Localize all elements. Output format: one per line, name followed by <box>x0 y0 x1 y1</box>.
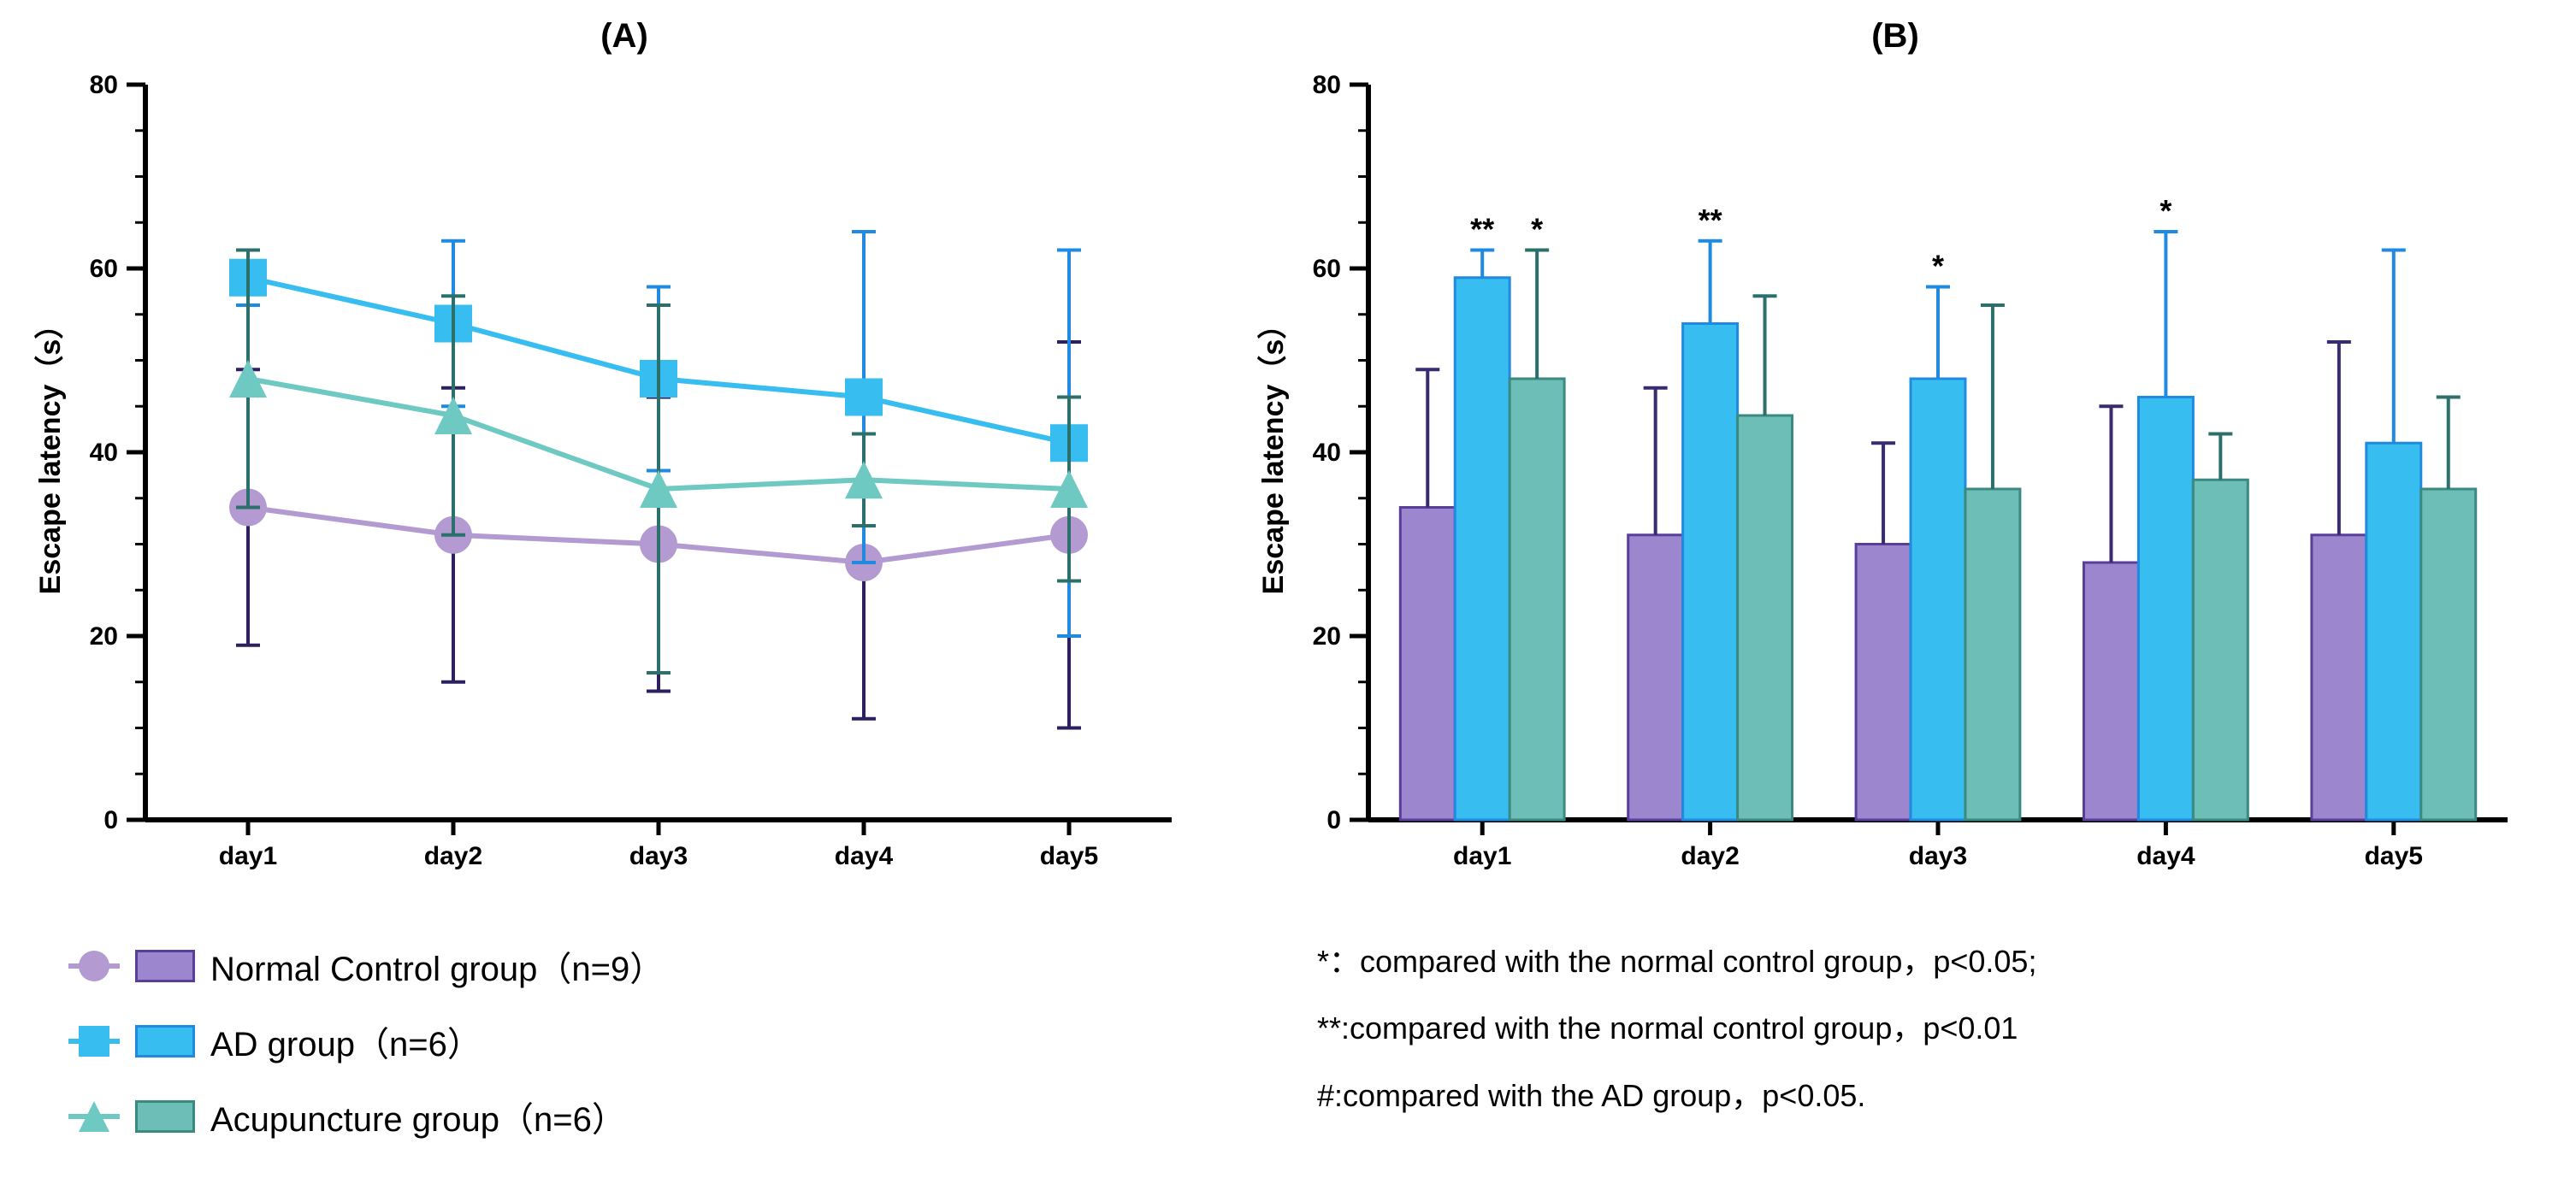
svg-text:*: * <box>2159 193 2171 228</box>
legend-swatch <box>135 1100 195 1133</box>
svg-text:**: ** <box>1470 212 1494 247</box>
square-icon <box>68 1016 120 1067</box>
svg-text:day1: day1 <box>1453 842 1511 870</box>
legend-label: AD group（n=6） <box>210 1016 482 1066</box>
line-chart: 0 20 40 60 80 day1 day2 day3 day4 day5 Escape late… <box>17 59 1232 898</box>
svg-text:day5: day5 <box>1040 842 1098 870</box>
svg-text:40: 40 <box>1313 439 1341 467</box>
legend-label: Normal Control group（n=9） <box>210 941 664 991</box>
legend-item: AD group（n=6） <box>68 1016 1232 1067</box>
svg-text:*: * <box>1531 212 1543 247</box>
panel-a: (A) 0 20 40 60 80 day1 day2 day3 day4 day5 Escape … <box>17 17 1232 898</box>
svg-text:day4: day4 <box>835 842 894 870</box>
triangle-icon <box>68 1091 120 1142</box>
legend-row: Normal Control group（n=9） AD group（n=6） Ac… <box>17 940 2559 1163</box>
svg-text:day1: day1 <box>219 842 277 870</box>
legend-item: Acupuncture group（n=6） <box>68 1091 1232 1142</box>
svg-text:60: 60 <box>1313 255 1341 283</box>
svg-text:day4: day4 <box>2136 842 2195 870</box>
svg-text:0: 0 <box>1326 806 1341 834</box>
figure: (A) 0 20 40 60 80 day1 day2 day3 day4 day5 Escape … <box>17 17 2559 1179</box>
legend-item: Normal Control group（n=9） <box>68 940 1232 992</box>
svg-text:80: 80 <box>90 71 118 99</box>
legend-notes: *：compared with the normal control group… <box>1317 940 2514 1163</box>
svg-text:20: 20 <box>1313 622 1341 651</box>
legend-groups: Normal Control group（n=9） AD group（n=6） Ac… <box>68 940 1232 1163</box>
svg-text:day2: day2 <box>424 842 482 870</box>
legend-label: Acupuncture group（n=6） <box>210 1092 626 1141</box>
legend-note: **:compared with the normal control grou… <box>1317 1007 2514 1050</box>
svg-text:*: * <box>1932 249 1944 284</box>
legend-note: *：compared with the normal control group… <box>1317 940 2514 983</box>
svg-text:day5: day5 <box>2365 842 2423 870</box>
circle-icon <box>68 940 120 992</box>
svg-text:80: 80 <box>1313 71 1341 99</box>
svg-text:20: 20 <box>90 622 118 651</box>
panel-b-title: (B) <box>1232 17 2559 56</box>
panel-a-title: (A) <box>17 17 1232 56</box>
legend-swatch <box>135 950 195 982</box>
legend-swatch <box>135 1025 195 1058</box>
legend-note: #:compared with the AD group，p<0.05. <box>1317 1075 2514 1117</box>
svg-text:day2: day2 <box>1681 842 1739 870</box>
svg-text:60: 60 <box>90 255 118 283</box>
panel-b: (B) 0 20 40 60 80 day1 day2 day3 day4 day5 Escape … <box>1232 17 2559 898</box>
svg-text:Escape latency（s）: Escape latency（s） <box>1256 310 1290 595</box>
svg-text:**: ** <box>1699 203 1722 238</box>
svg-text:Escape latency（s）: Escape latency（s） <box>33 310 67 595</box>
panels-row: (A) 0 20 40 60 80 day1 day2 day3 day4 day5 Escape … <box>17 17 2559 898</box>
svg-text:day3: day3 <box>1909 842 1967 870</box>
svg-text:0: 0 <box>103 806 118 834</box>
bar-chart: 0 20 40 60 80 day1 day2 day3 day4 day5 Escape late… <box>1232 59 2559 898</box>
svg-text:day3: day3 <box>629 842 688 870</box>
svg-text:40: 40 <box>90 439 118 467</box>
